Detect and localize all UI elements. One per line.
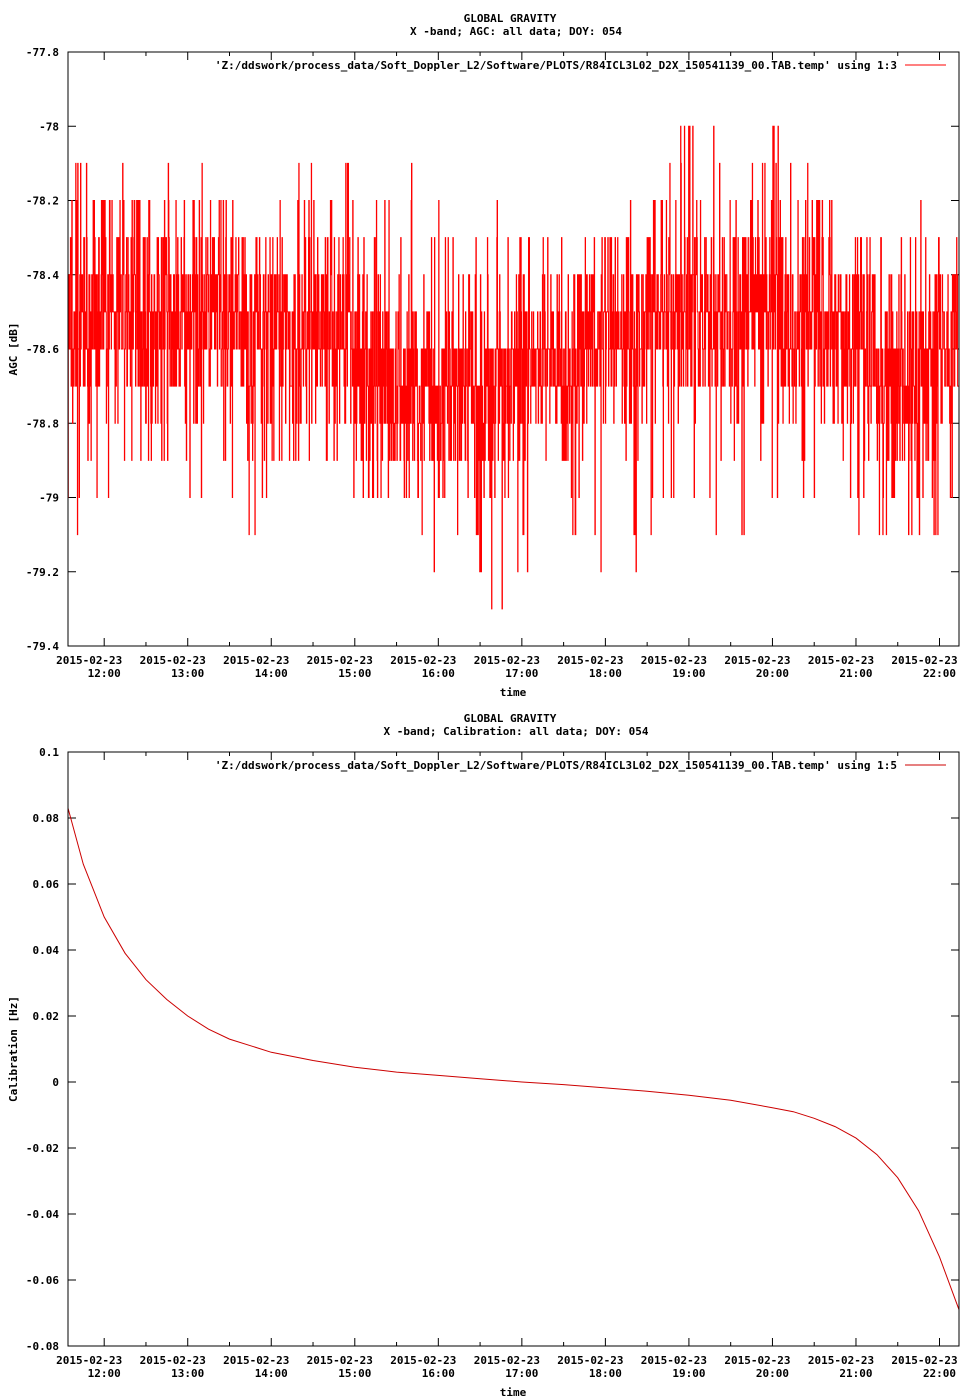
x-tick-label-time: 22:00 <box>923 1367 956 1380</box>
chart-subtitle: X -band; Calibration: all data; DOY: 054 <box>384 725 649 738</box>
x-tick-label-date: 2015-02-23 <box>641 1354 707 1367</box>
x-tick-label-time: 15:00 <box>338 667 371 680</box>
y-tick-label: 0.04 <box>33 944 60 957</box>
x-tick-label-time: 17:00 <box>505 667 538 680</box>
chart-calibration: GLOBAL GRAVITY X -band; Calibration: all… <box>7 712 960 1399</box>
plot-area <box>67 807 960 1310</box>
x-tick-label-date: 2015-02-23 <box>390 654 456 667</box>
y-tick-label: -79 <box>39 492 59 505</box>
x-tick-label-date: 2015-02-23 <box>724 1354 790 1367</box>
y-tick-label: 0.06 <box>33 878 60 891</box>
axis-ticks: 2015-02-2312:002015-02-2313:002015-02-23… <box>26 746 959 1380</box>
x-tick-label-date: 2015-02-23 <box>808 654 874 667</box>
x-tick-label-date: 2015-02-23 <box>140 654 206 667</box>
plot-frame <box>67 51 960 647</box>
x-tick-label-time: 13:00 <box>171 1367 204 1380</box>
y-tick-label: -77.8 <box>26 46 59 59</box>
x-tick-label-time: 22:00 <box>923 667 956 680</box>
x-tick-label-date: 2015-02-23 <box>56 654 122 667</box>
y-tick-label: -0.02 <box>26 1142 59 1155</box>
y-axis-label: Calibration [Hz] <box>7 996 20 1102</box>
legend-label: 'Z:/ddswork/process_data/Soft_Doppler_L2… <box>215 59 897 72</box>
y-tick-label: 0.08 <box>33 812 60 825</box>
y-tick-label: -78.6 <box>26 343 59 356</box>
chart-agc: GLOBAL GRAVITY X -band; AGC: all data; D… <box>7 12 960 699</box>
x-tick-label-date: 2015-02-23 <box>223 1354 289 1367</box>
plot-frame <box>67 751 960 1347</box>
plot-area <box>67 125 960 610</box>
y-tick-label: -79.2 <box>26 566 59 579</box>
y-tick-label: -0.08 <box>26 1340 59 1353</box>
x-axis-label: time <box>500 1386 527 1399</box>
y-tick-label: -0.04 <box>26 1208 59 1221</box>
x-tick-label-date: 2015-02-23 <box>140 1354 206 1367</box>
y-tick-label: 0.1 <box>39 746 59 759</box>
x-tick-label-date: 2015-02-23 <box>474 654 540 667</box>
x-tick-label-date: 2015-02-23 <box>474 1354 540 1367</box>
x-tick-label-date: 2015-02-23 <box>56 1354 122 1367</box>
y-tick-label: -78.8 <box>26 417 59 430</box>
x-tick-label-time: 16:00 <box>422 1367 455 1380</box>
x-tick-label-time: 14:00 <box>255 667 288 680</box>
x-axis-label: time <box>500 686 527 699</box>
chart-title: GLOBAL GRAVITY <box>464 12 557 25</box>
x-tick-label-date: 2015-02-23 <box>557 654 623 667</box>
x-tick-label-date: 2015-02-23 <box>724 654 790 667</box>
x-tick-label-date: 2015-02-23 <box>891 654 957 667</box>
x-tick-label-time: 17:00 <box>505 1367 538 1380</box>
x-tick-label-time: 21:00 <box>839 1367 872 1380</box>
x-tick-label-time: 19:00 <box>672 667 705 680</box>
y-axis-label: AGC [dB] <box>7 323 20 376</box>
y-tick-label: -78.2 <box>26 195 59 208</box>
y-tick-label: -0.06 <box>26 1274 59 1287</box>
x-tick-label-time: 18:00 <box>589 1367 622 1380</box>
x-tick-label-date: 2015-02-23 <box>641 654 707 667</box>
y-tick-label: -78 <box>39 120 59 133</box>
chart-title: GLOBAL GRAVITY <box>464 712 557 725</box>
y-tick-label: -79.4 <box>26 640 59 653</box>
legend-label: 'Z:/ddswork/process_data/Soft_Doppler_L2… <box>215 759 897 772</box>
x-tick-label-time: 21:00 <box>839 667 872 680</box>
series-line <box>67 125 960 610</box>
x-tick-label-time: 16:00 <box>422 667 455 680</box>
x-tick-label-date: 2015-02-23 <box>891 1354 957 1367</box>
y-tick-label: -78.4 <box>26 269 59 282</box>
y-tick-label: 0.02 <box>33 1010 60 1023</box>
series-line <box>67 807 960 1310</box>
x-tick-label-time: 12:00 <box>88 1367 121 1380</box>
x-tick-label-time: 12:00 <box>88 667 121 680</box>
x-tick-label-time: 19:00 <box>672 1367 705 1380</box>
x-tick-label-date: 2015-02-23 <box>307 1354 373 1367</box>
x-tick-label-date: 2015-02-23 <box>307 654 373 667</box>
x-tick-label-time: 20:00 <box>756 667 789 680</box>
x-tick-label-time: 20:00 <box>756 1367 789 1380</box>
x-tick-label-time: 18:00 <box>589 667 622 680</box>
x-tick-label-time: 13:00 <box>171 667 204 680</box>
x-tick-label-date: 2015-02-23 <box>808 1354 874 1367</box>
x-tick-label-date: 2015-02-23 <box>557 1354 623 1367</box>
x-tick-label-time: 15:00 <box>338 1367 371 1380</box>
x-tick-label-date: 2015-02-23 <box>390 1354 456 1367</box>
x-tick-label-time: 14:00 <box>255 1367 288 1380</box>
y-tick-label: 0 <box>52 1076 59 1089</box>
axis-ticks: 2015-02-2312:002015-02-2313:002015-02-23… <box>26 46 959 680</box>
x-tick-label-date: 2015-02-23 <box>223 654 289 667</box>
chart-subtitle: X -band; AGC: all data; DOY: 054 <box>410 25 622 38</box>
